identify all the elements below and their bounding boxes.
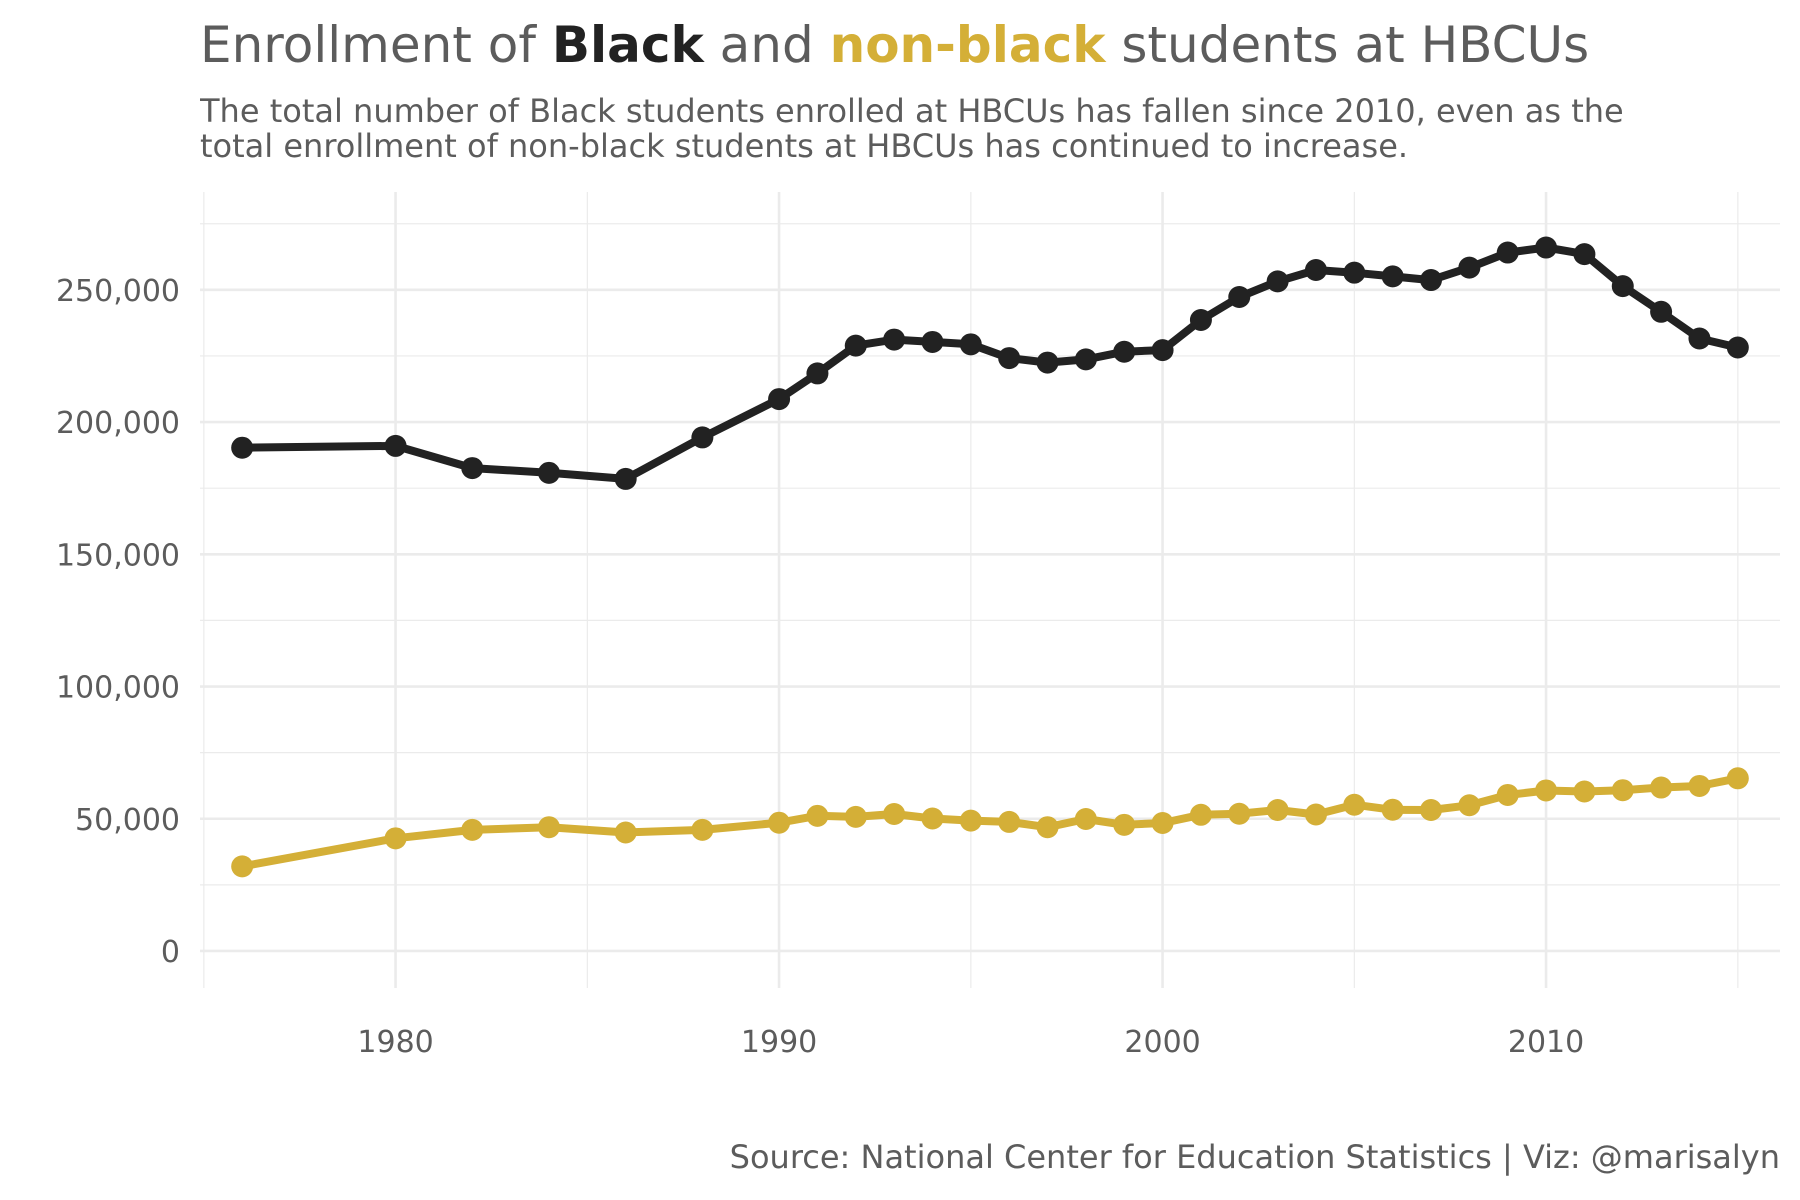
data-point-black [1189,308,1212,331]
data-point-non-black [1151,811,1174,834]
data-point-black [1343,261,1366,284]
data-point-non-black [384,827,407,850]
y-tick-label: 150,000 [56,538,180,573]
data-point-black [768,388,791,411]
data-point-non-black [461,818,484,841]
data-point-non-black [691,818,714,841]
data-point-non-black [921,807,944,830]
data-point-black [1381,265,1404,288]
data-point-black [1611,275,1634,298]
data-point-black [806,362,829,385]
x-tick-label: 2010 [1508,1025,1584,1060]
data-point-black [231,436,254,459]
data-point-non-black [1343,793,1366,816]
source-caption: Source: National Center for Education St… [729,1138,1780,1176]
data-point-black [1228,285,1251,308]
data-point-non-black [1074,808,1097,831]
data-point-non-black [1726,767,1749,790]
data-point-non-black [998,810,1021,833]
data-point-black [1151,339,1174,362]
data-point-black [921,330,944,353]
title-nonblack-word: non-black [829,16,1106,74]
data-point-non-black [959,809,982,832]
data-point-non-black [1189,803,1212,826]
data-point-black [614,467,637,490]
data-point-non-black [1304,803,1327,826]
data-point-non-black [1611,779,1634,802]
y-tick-label: 50,000 [75,803,180,838]
title-prefix: Enrollment of [200,16,552,74]
title-suffix: students at HBCUs [1105,16,1590,74]
chart-subtitle: The total number of Black students enrol… [200,94,1800,164]
data-point-black [691,426,714,449]
data-point-black [1266,270,1289,293]
data-point-non-black [1113,813,1136,836]
data-point-black [384,434,407,457]
subtitle-line-2: total enrollment of non-black students a… [200,127,1409,164]
data-point-non-black [1036,816,1059,839]
data-point-non-black [1458,794,1481,817]
y-tick-label: 250,000 [56,274,180,309]
y-tick-label: 0 [161,935,180,970]
data-point-black [1688,327,1711,350]
data-point-black [1573,243,1596,266]
data-point-non-black [1535,779,1558,802]
x-tick-label: 1990 [741,1025,817,1060]
subtitle-line-1: The total number of Black students enrol… [200,94,1624,130]
data-point-black [1074,348,1097,371]
data-point-black [1036,351,1059,374]
y-tick-label: 200,000 [56,406,180,441]
data-point-black [1726,336,1749,359]
data-point-non-black [806,804,829,827]
axis-tick-labels: 1980 1990 2000 2010 0 50,000 100,000 150,000 200… [56,274,1584,1060]
data-point-black [1535,236,1558,259]
data-point-non-black [1650,776,1673,799]
data-point-non-black [1688,774,1711,797]
data-point-non-black [537,816,560,839]
data-point-black [1113,340,1136,363]
title-middle: and [703,16,830,74]
data-point-black [1496,241,1519,264]
x-tick-label: 2000 [1124,1025,1200,1060]
data-point-non-black [844,805,867,828]
data-point-non-black [1420,799,1443,822]
data-point-black [883,328,906,351]
chart-title: Enrollment of Black and non-black studen… [200,14,1589,76]
data-point-black [1650,300,1673,323]
data-point-black [959,333,982,356]
data-point-black [1420,269,1443,292]
data-point-non-black [1381,798,1404,821]
data-point-non-black [614,821,637,844]
y-tick-label: 100,000 [56,671,180,706]
title-black-word: Black [551,16,704,74]
data-point-non-black [231,855,254,878]
data-point-black [537,461,560,484]
data-point-black [461,457,484,480]
data-point-non-black [1573,780,1596,803]
data-series [231,236,1749,878]
data-point-non-black [1266,799,1289,822]
data-point-black [844,334,867,357]
data-point-non-black [1496,783,1519,806]
data-point-non-black [1228,802,1251,825]
x-tick-label: 1980 [357,1025,433,1060]
gridlines [200,192,1780,988]
data-point-black [998,347,1021,370]
data-point-non-black [768,811,791,834]
data-point-black [1458,256,1481,279]
data-point-non-black [883,802,906,825]
data-point-black [1304,259,1327,282]
series-line-black [238,243,1742,483]
